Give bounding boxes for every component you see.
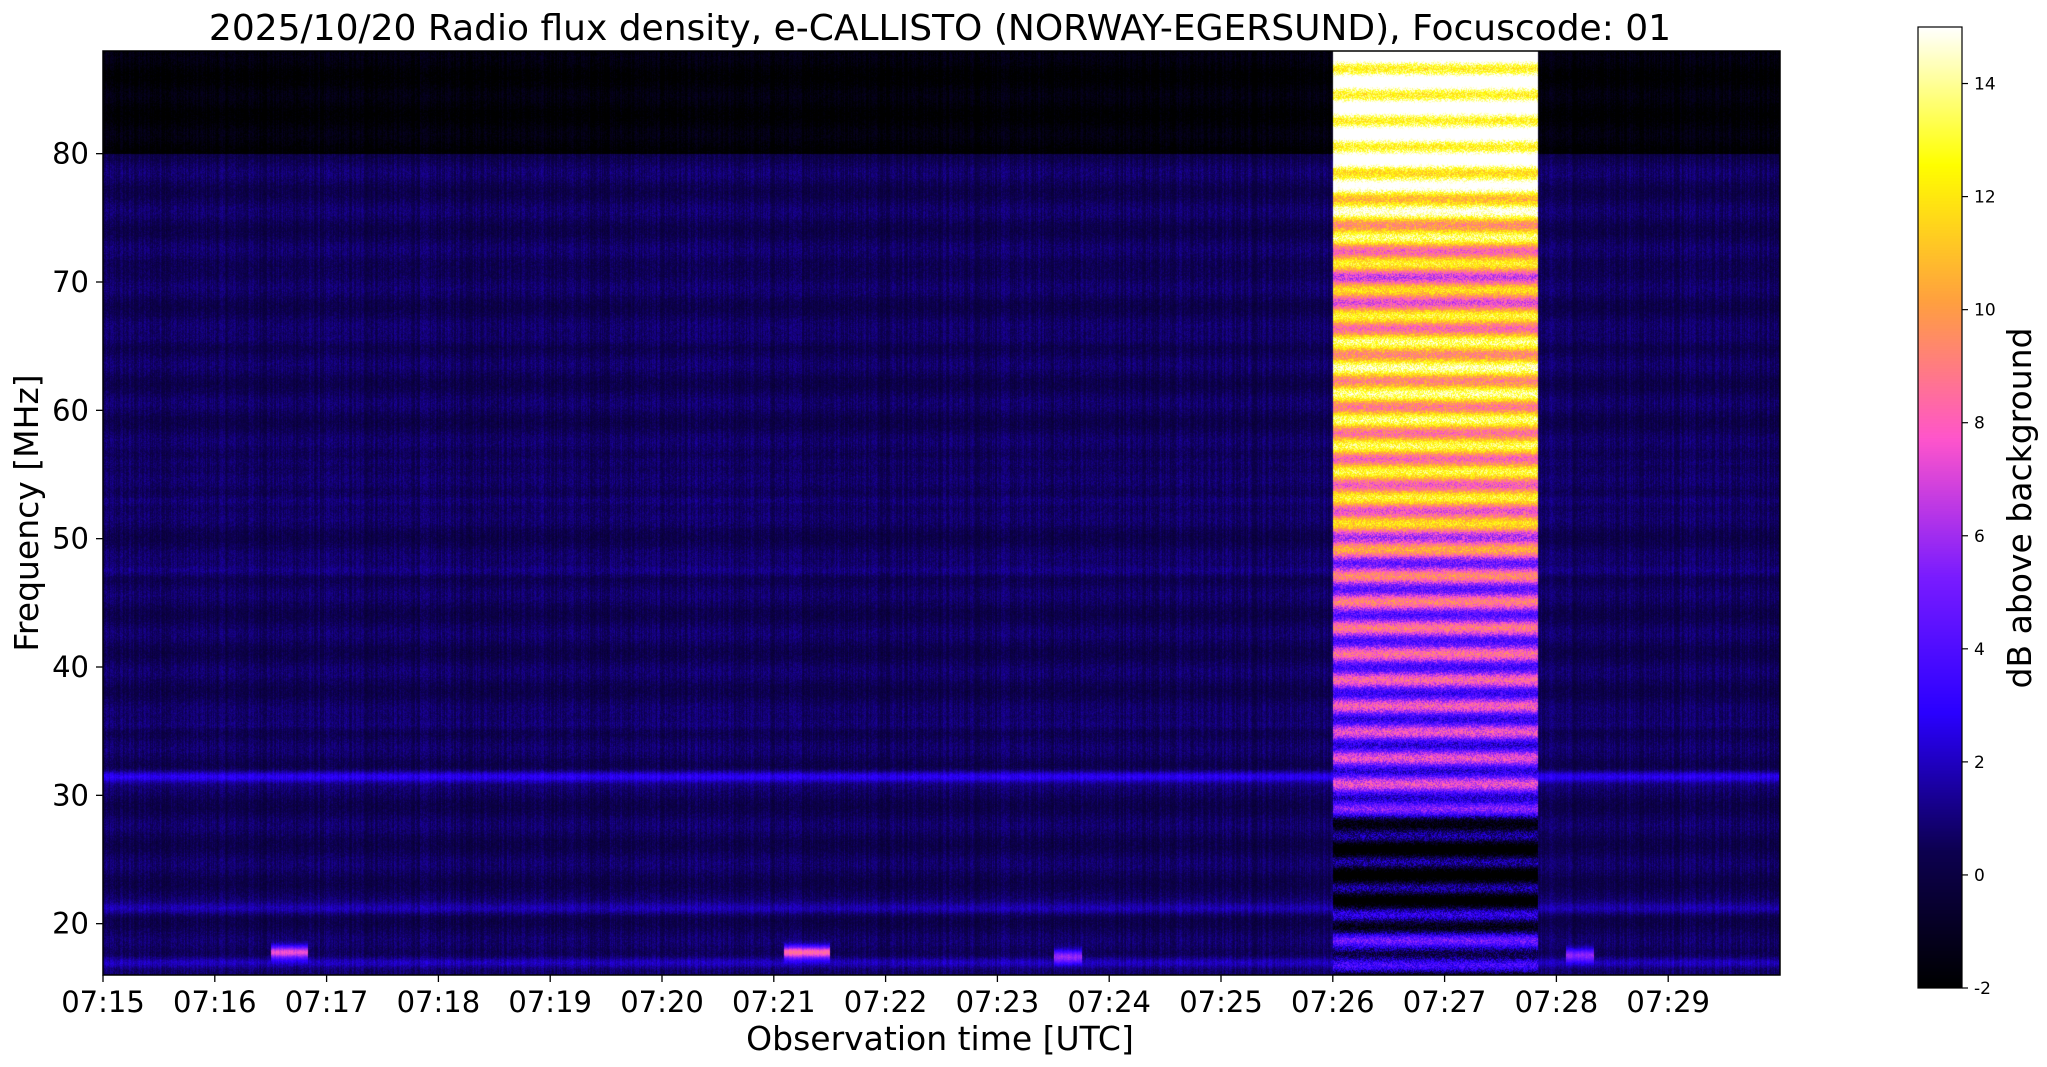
colorbar-tick-label: 2 — [1974, 753, 1985, 773]
plot-frame — [102, 50, 1781, 976]
x-tick-label: 07:20 — [620, 985, 704, 1019]
colorbar-label: dB above background — [2000, 328, 2039, 689]
colorbar-gradient — [1918, 27, 1962, 988]
colorbar-tick-label: 4 — [1974, 640, 1985, 660]
plot-area — [102, 50, 1781, 976]
x-tick-label: 07:15 — [61, 985, 145, 1019]
y-tick-label: 70 — [52, 265, 89, 299]
y-tick-label: 30 — [52, 778, 89, 812]
colorbar-tick-label: 6 — [1974, 527, 1985, 547]
x-tick-label: 07:18 — [397, 985, 481, 1019]
y-tick-label: 80 — [52, 137, 89, 171]
colorbar-ticks: -2 0 2 4 6 8 10 12 14 — [1962, 75, 1996, 999]
colorbar-tick-label: 8 — [1974, 414, 1985, 434]
colorbar-tick-label: 12 — [1974, 188, 1996, 208]
colorbar-tick-label: 10 — [1974, 301, 1996, 321]
x-tick-label: 07:22 — [844, 985, 928, 1019]
y-tick-label: 40 — [52, 650, 89, 684]
x-tick-label: 07:28 — [1515, 985, 1599, 1019]
spectrogram-heatmap — [103, 51, 1780, 975]
x-tick-label: 07:27 — [1403, 985, 1487, 1019]
y-tick-label: 20 — [52, 907, 89, 941]
x-tick-label: 07:16 — [173, 985, 257, 1019]
y-axis-label: Frequency [MHz] — [7, 374, 46, 651]
x-tick-label: 07:26 — [1291, 985, 1375, 1019]
colorbar-frame — [1917, 26, 1963, 989]
x-tick-label: 07:17 — [285, 985, 369, 1019]
colorbar-tick-label: 14 — [1974, 75, 1996, 95]
colorbar-tick-label: -2 — [1974, 979, 1991, 999]
x-axis: 07:15 07:16 07:17 07:18 07:19 07:20 07:21 07:22… — [61, 975, 1710, 1019]
x-axis-label: Observation time [UTC] — [746, 1019, 1134, 1058]
colorbar: -2 0 2 4 6 8 10 12 14 dB above background — [1917, 26, 2039, 999]
y-tick-label: 60 — [52, 393, 89, 427]
x-tick-label: 07:25 — [1179, 985, 1263, 1019]
y-tick-label: 50 — [52, 522, 89, 556]
x-tick-label: 07:29 — [1626, 985, 1710, 1019]
x-tick-label: 07:21 — [732, 985, 816, 1019]
chart-title: 2025/10/20 Radio flux density, e-CALLIST… — [209, 8, 1671, 49]
colorbar-tick-label: 0 — [1974, 866, 1985, 886]
y-axis: 20 30 40 50 60 70 80 — [52, 137, 103, 941]
x-tick-label: 07:19 — [508, 985, 592, 1019]
x-tick-label: 07:24 — [1067, 985, 1151, 1019]
x-tick-label: 07:23 — [956, 985, 1040, 1019]
